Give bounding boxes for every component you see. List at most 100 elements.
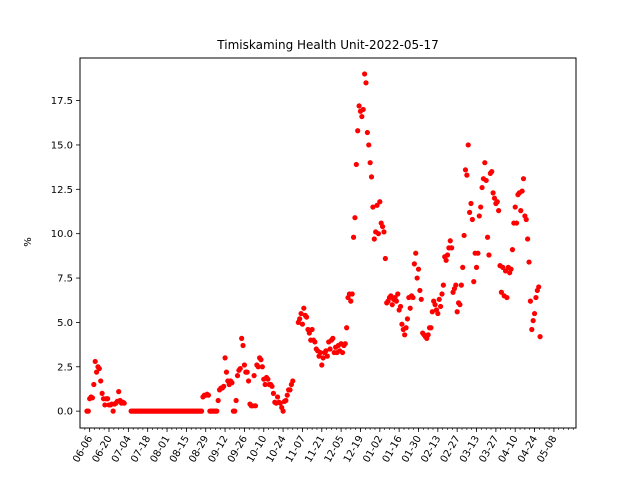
data-point	[299, 321, 306, 327]
data-point	[323, 348, 329, 354]
data-point	[489, 168, 495, 175]
data-point	[379, 223, 386, 230]
data-point	[523, 216, 529, 223]
data-point	[353, 161, 359, 168]
data-point	[348, 298, 354, 304]
data-point	[512, 204, 518, 210]
data-point	[402, 332, 408, 338]
data-point	[460, 264, 466, 270]
data-point	[443, 257, 449, 263]
data-point	[490, 190, 496, 196]
data-point	[366, 142, 372, 148]
data-point	[339, 349, 346, 356]
data-point	[403, 325, 409, 331]
data-point	[234, 373, 241, 379]
data-point	[500, 264, 506, 270]
data-point	[237, 365, 243, 372]
data-point	[428, 325, 434, 331]
data-point	[283, 397, 289, 404]
data-point	[355, 128, 361, 134]
data-point	[496, 208, 502, 214]
data-point	[342, 341, 348, 347]
data-point	[350, 234, 357, 240]
data-point	[533, 294, 539, 301]
data-point	[85, 408, 91, 414]
data-point	[417, 287, 423, 294]
data-point	[327, 346, 333, 352]
data-point	[368, 174, 375, 180]
data-point	[461, 232, 467, 239]
data-point	[233, 397, 239, 404]
data-point	[436, 296, 442, 302]
data-point	[205, 392, 212, 398]
data-point	[519, 188, 525, 194]
data-point	[252, 403, 259, 409]
data-point	[440, 282, 446, 288]
data-point	[371, 236, 377, 242]
data-point	[395, 291, 401, 297]
data-point	[320, 355, 326, 361]
data-point	[458, 282, 464, 288]
data-point	[502, 268, 509, 274]
data-point	[476, 213, 482, 219]
data-point	[280, 408, 286, 414]
data-point	[223, 369, 230, 375]
data-point	[240, 342, 246, 349]
data-point	[116, 389, 122, 395]
data-point	[467, 209, 473, 215]
data-point	[377, 199, 383, 205]
data-point	[435, 310, 441, 317]
data-point	[374, 202, 380, 208]
data-point	[356, 103, 362, 109]
data-point	[414, 275, 420, 281]
axes-frame	[79, 57, 577, 429]
data-point	[393, 298, 399, 304]
data-point	[258, 357, 264, 363]
data-point	[110, 408, 116, 414]
data-point	[484, 234, 491, 240]
data-point	[255, 364, 261, 370]
data-point	[244, 369, 250, 375]
data-point	[99, 390, 105, 396]
data-point	[229, 380, 235, 386]
data-point	[399, 321, 405, 327]
data-point	[479, 184, 485, 191]
data-point	[121, 400, 127, 406]
data-point	[404, 316, 411, 322]
y-tick-label: 17.5	[51, 96, 73, 107]
data-point	[352, 215, 358, 221]
data-point	[486, 252, 492, 258]
plot-area	[84, 71, 543, 414]
data-point	[362, 71, 368, 77]
data-point	[438, 303, 444, 310]
data-point	[287, 387, 293, 393]
data-point	[349, 291, 355, 297]
data-point	[529, 326, 535, 333]
data-point	[381, 229, 387, 235]
data-point	[382, 255, 388, 262]
data-point	[309, 326, 315, 333]
data-point	[415, 266, 422, 272]
data-point	[262, 381, 268, 388]
data-point	[509, 247, 516, 253]
data-point	[93, 369, 100, 375]
data-point	[449, 245, 455, 251]
data-point	[301, 305, 307, 311]
data-point	[89, 395, 96, 401]
y-axis: 0.0 2.5 5.0 7.5 10.0 12.5 15.0 17.5	[51, 96, 80, 418]
data-point	[504, 294, 510, 301]
data-point	[330, 335, 336, 341]
data-point	[388, 293, 394, 299]
data-point	[537, 334, 543, 340]
data-point	[241, 362, 248, 368]
y-axis-label: %	[23, 237, 34, 247]
y-tick-label: 0.0	[57, 407, 73, 418]
data-point	[102, 402, 108, 408]
data-point	[464, 172, 470, 178]
data-point	[482, 160, 488, 166]
data-point	[429, 309, 435, 315]
chart-title: Timiskaming Health Unit-2022-05-17	[216, 38, 438, 52]
y-tick-label: 2.5	[57, 362, 73, 373]
data-point	[469, 216, 475, 223]
